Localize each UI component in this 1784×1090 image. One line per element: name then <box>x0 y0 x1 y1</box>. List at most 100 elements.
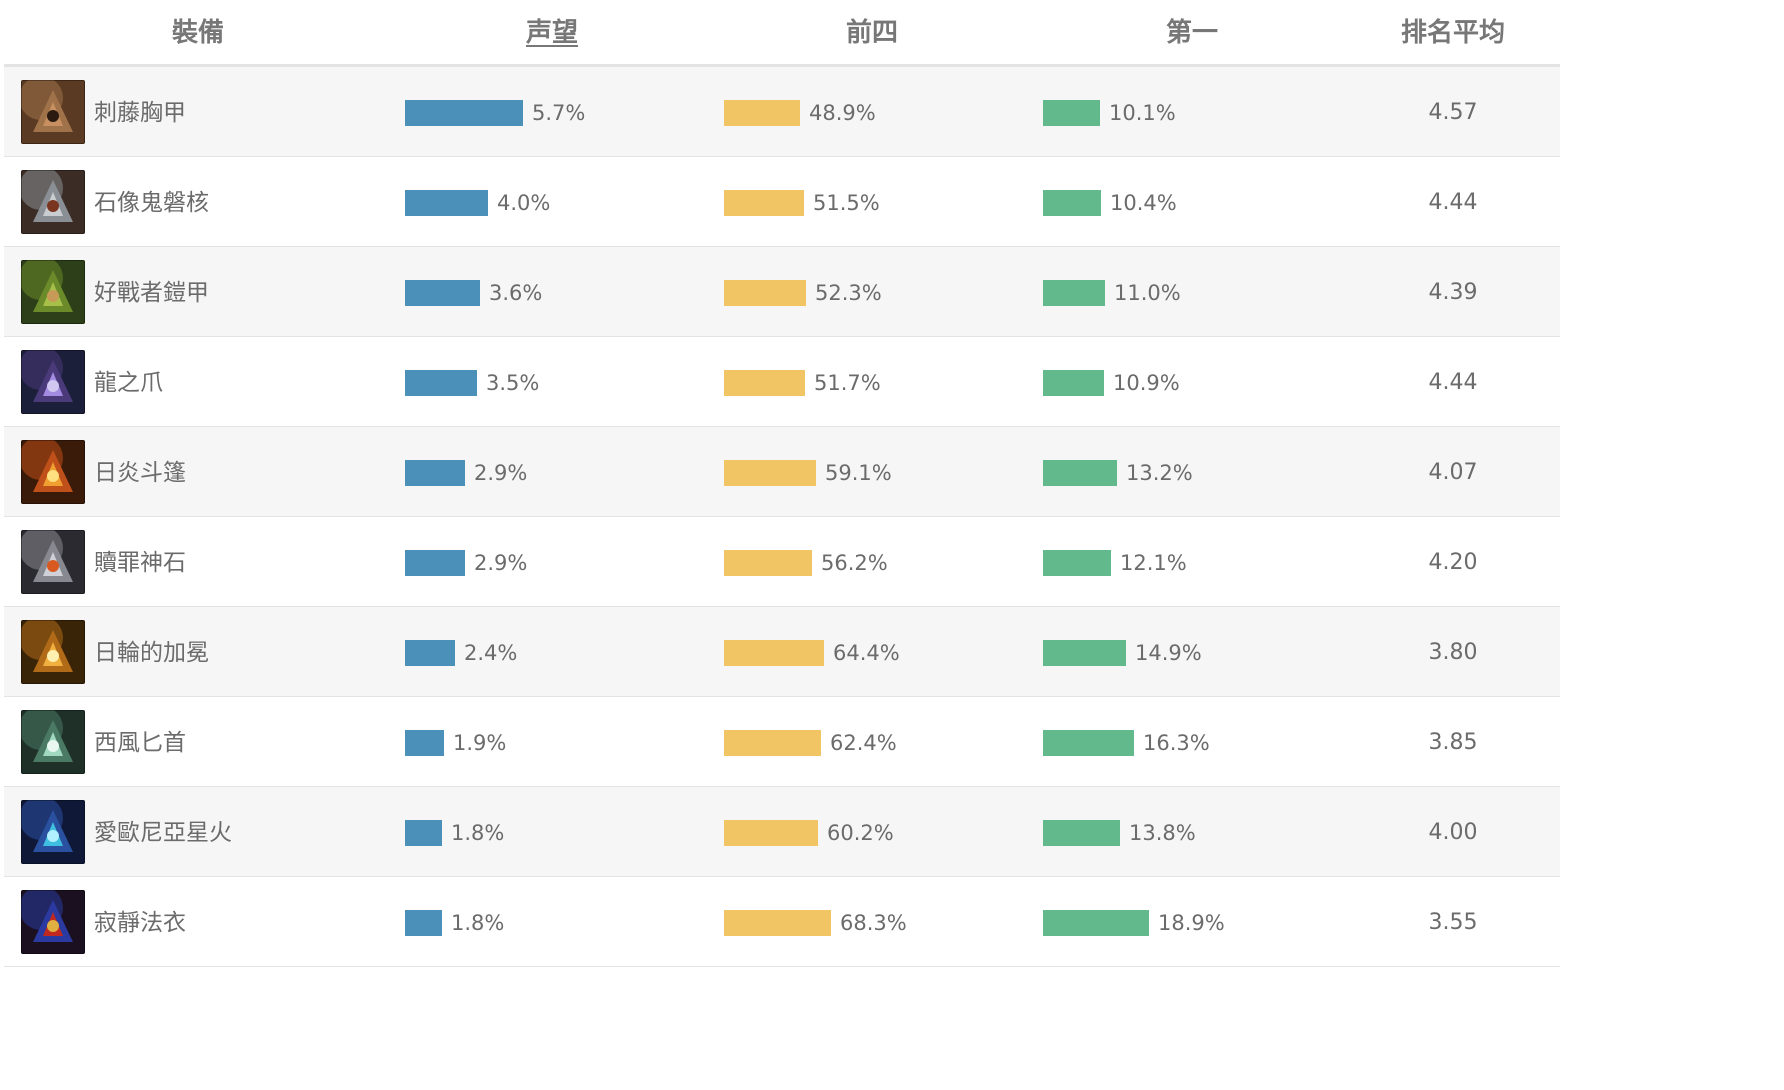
prestige-bar <box>405 100 523 126</box>
first-value: 10.1% <box>1109 101 1176 125</box>
prestige-bar <box>405 550 465 576</box>
first-bar <box>1043 640 1126 666</box>
avg-rank-value: 3.55 <box>1428 910 1478 935</box>
first-bar <box>1043 280 1105 306</box>
top4-value: 51.7% <box>814 371 881 395</box>
column-header-top4[interactable]: 前四 <box>845 18 898 48</box>
avg-rank-value: 4.44 <box>1428 190 1478 215</box>
column-header-first[interactable]: 第一 <box>1165 18 1218 48</box>
top4-value: 59.1% <box>825 461 892 485</box>
table-row[interactable]: 西風匕首 1.9% 62.4% 16.3% 3.85 <box>4 697 1560 787</box>
prestige-value: 1.9% <box>453 731 507 755</box>
item-name[interactable]: 西風匕首 <box>94 730 186 756</box>
top4-value: 60.2% <box>827 821 894 845</box>
avg-rank-value: 4.00 <box>1428 820 1478 845</box>
first-value: 10.4% <box>1110 191 1177 215</box>
table-row[interactable]: 贖罪神石 2.9% 56.2% 12.1% 4.20 <box>4 517 1560 607</box>
prestige-bar <box>405 460 465 486</box>
sunfire-cape-icon <box>21 440 85 504</box>
column-header-prestige[interactable]: 声望 <box>525 18 578 48</box>
first-bar <box>1043 460 1117 486</box>
first-bar <box>1043 730 1134 756</box>
table-body: 刺藤胸甲 5.7% 48.9% 10.1% 4.57 石像鬼磐核 4.0% 51.5% 10.4… <box>4 67 1560 967</box>
top4-value: 68.3% <box>840 911 907 935</box>
table-row[interactable]: 龍之爪 3.5% 51.7% 10.9% 4.44 <box>4 337 1560 427</box>
item-name[interactable]: 龍之爪 <box>94 370 163 396</box>
table-row[interactable]: 好戰者鎧甲 3.6% 52.3% 11.0% 4.39 <box>4 247 1560 337</box>
prestige-bar <box>405 190 488 216</box>
item-name[interactable]: 日輪的加冕 <box>94 640 209 666</box>
first-value: 14.9% <box>1135 641 1202 665</box>
shroud-of-stillness-icon <box>21 890 85 954</box>
top4-value: 64.4% <box>833 641 900 665</box>
item-stats-table: 裝備 声望 前四 第一 排名平均 刺藤胸甲 5.7% 48.9% 10.1% 4.57 石… <box>4 0 1560 967</box>
prestige-value: 4.0% <box>497 191 551 215</box>
first-bar <box>1043 100 1100 126</box>
first-value: 12.1% <box>1120 551 1187 575</box>
table-row[interactable]: 日炎斗篷 2.9% 59.1% 13.2% 4.07 <box>4 427 1560 517</box>
avg-rank-value: 3.80 <box>1428 640 1478 665</box>
prestige-value: 2.9% <box>474 551 528 575</box>
top4-value: 62.4% <box>830 731 897 755</box>
prestige-bar <box>405 820 442 846</box>
table-header: 裝備 声望 前四 第一 排名平均 <box>4 0 1560 67</box>
first-bar <box>1043 910 1149 936</box>
gargoyle-stoneplate-icon <box>21 170 85 234</box>
item-name[interactable]: 贖罪神石 <box>94 550 186 576</box>
zephyr-icon <box>21 710 85 774</box>
thornmail-icon <box>21 80 85 144</box>
locket-of-the-solari-icon <box>21 620 85 684</box>
first-value: 11.0% <box>1114 281 1181 305</box>
top4-bar <box>724 820 818 846</box>
prestige-bar <box>405 730 444 756</box>
prestige-value: 3.6% <box>489 281 543 305</box>
first-bar <box>1043 820 1120 846</box>
first-value: 13.8% <box>1129 821 1196 845</box>
top4-bar <box>724 640 824 666</box>
prestige-value: 1.8% <box>451 821 505 845</box>
top4-bar <box>724 100 800 126</box>
prestige-bar <box>405 370 477 396</box>
item-name[interactable]: 好戰者鎧甲 <box>94 280 209 306</box>
avg-rank-value: 4.07 <box>1428 460 1478 485</box>
titans-resolve-icon <box>21 260 85 324</box>
table-row[interactable]: 日輪的加冕 2.4% 64.4% 14.9% 3.80 <box>4 607 1560 697</box>
prestige-bar <box>405 640 455 666</box>
redemption-icon <box>21 530 85 594</box>
column-header-item[interactable]: 裝備 <box>171 18 224 48</box>
top4-value: 52.3% <box>815 281 882 305</box>
table-row[interactable]: 刺藤胸甲 5.7% 48.9% 10.1% 4.57 <box>4 67 1560 157</box>
prestige-value: 2.4% <box>464 641 518 665</box>
first-bar <box>1043 190 1101 216</box>
table-row[interactable]: 石像鬼磐核 4.0% 51.5% 10.4% 4.44 <box>4 157 1560 247</box>
ionic-spark-icon <box>21 800 85 864</box>
first-value: 10.9% <box>1113 371 1180 395</box>
item-name[interactable]: 刺藤胸甲 <box>94 100 186 126</box>
item-name[interactable]: 愛歐尼亞星火 <box>94 820 232 846</box>
first-value: 18.9% <box>1158 911 1225 935</box>
prestige-value: 3.5% <box>486 371 540 395</box>
avg-rank-value: 4.20 <box>1428 550 1478 575</box>
top4-bar <box>724 730 821 756</box>
top4-bar <box>724 370 805 396</box>
prestige-value: 2.9% <box>474 461 528 485</box>
top4-value: 51.5% <box>813 191 880 215</box>
avg-rank-value: 4.39 <box>1428 280 1478 305</box>
avg-rank-value: 3.85 <box>1428 730 1478 755</box>
top4-value: 56.2% <box>821 551 888 575</box>
top4-bar <box>724 910 831 936</box>
prestige-bar <box>405 280 480 306</box>
table-row[interactable]: 寂靜法衣 1.8% 68.3% 18.9% 3.55 <box>4 877 1560 967</box>
avg-rank-value: 4.57 <box>1428 100 1478 125</box>
prestige-value: 5.7% <box>532 101 586 125</box>
avg-rank-value: 4.44 <box>1428 370 1478 395</box>
prestige-value: 1.8% <box>451 911 505 935</box>
prestige-bar <box>405 910 442 936</box>
item-name[interactable]: 石像鬼磐核 <box>94 190 209 216</box>
item-name[interactable]: 日炎斗篷 <box>94 460 186 486</box>
table-row[interactable]: 愛歐尼亞星火 1.8% 60.2% 13.8% 4.00 <box>4 787 1560 877</box>
column-header-avg-rank[interactable]: 排名平均 <box>1400 18 1505 48</box>
first-value: 16.3% <box>1143 731 1210 755</box>
top4-value: 48.9% <box>809 101 876 125</box>
item-name[interactable]: 寂靜法衣 <box>94 910 186 936</box>
